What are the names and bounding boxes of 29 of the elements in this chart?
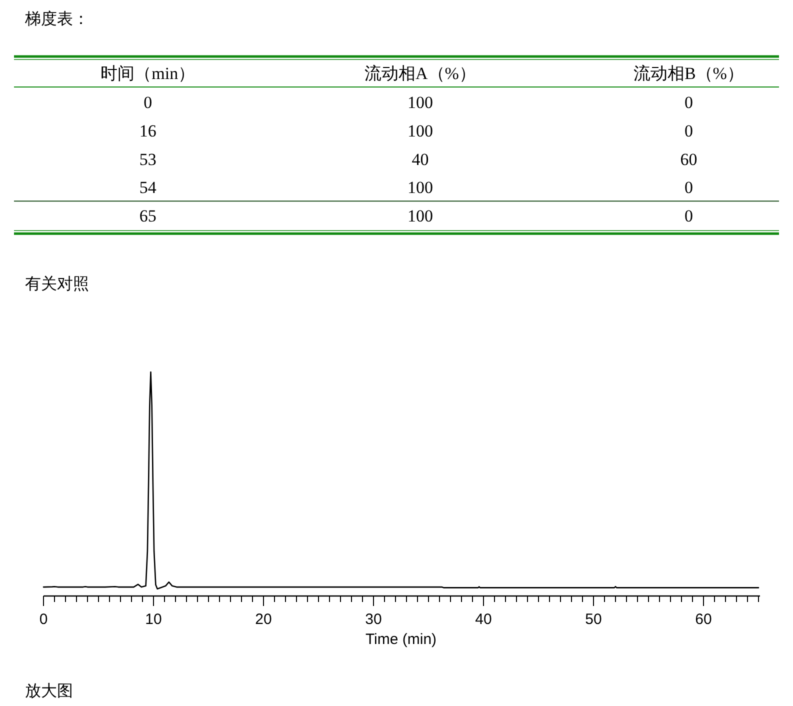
text: 放大图 xyxy=(25,682,73,700)
x-tick-label: 50 xyxy=(585,611,602,628)
text: 100 xyxy=(407,178,433,198)
category-label: 时间（min） xyxy=(100,64,196,83)
text: 0 xyxy=(684,206,693,226)
x-tick-label: 60 xyxy=(695,611,712,628)
x-tick-label: 40 xyxy=(475,611,492,628)
category-label: 流动相B（%） xyxy=(633,64,744,83)
text: 100 xyxy=(407,93,433,112)
text: 16 xyxy=(139,121,156,140)
text: 0 xyxy=(684,178,693,198)
x-tick-label: 10 xyxy=(145,611,162,628)
x-tick-label: 30 xyxy=(365,611,382,628)
text: 65 xyxy=(139,206,156,226)
text: 100 xyxy=(407,206,433,226)
x-axis-title: Time (min) xyxy=(365,631,437,648)
text: 40 xyxy=(412,150,429,169)
text: 0 xyxy=(684,93,693,112)
text: 梯度表： xyxy=(24,10,89,28)
text: 0 xyxy=(144,93,152,112)
text: 0 xyxy=(684,121,693,140)
category-label: 流动相A（%） xyxy=(364,64,476,83)
x-tick-label: 20 xyxy=(255,611,272,628)
chart-title: 有关对照 xyxy=(25,275,89,293)
text: 54 xyxy=(139,178,157,198)
text: 60 xyxy=(680,150,698,169)
x-tick-label: 0 xyxy=(39,611,48,628)
text: 53 xyxy=(139,150,156,169)
text: 100 xyxy=(407,121,433,140)
